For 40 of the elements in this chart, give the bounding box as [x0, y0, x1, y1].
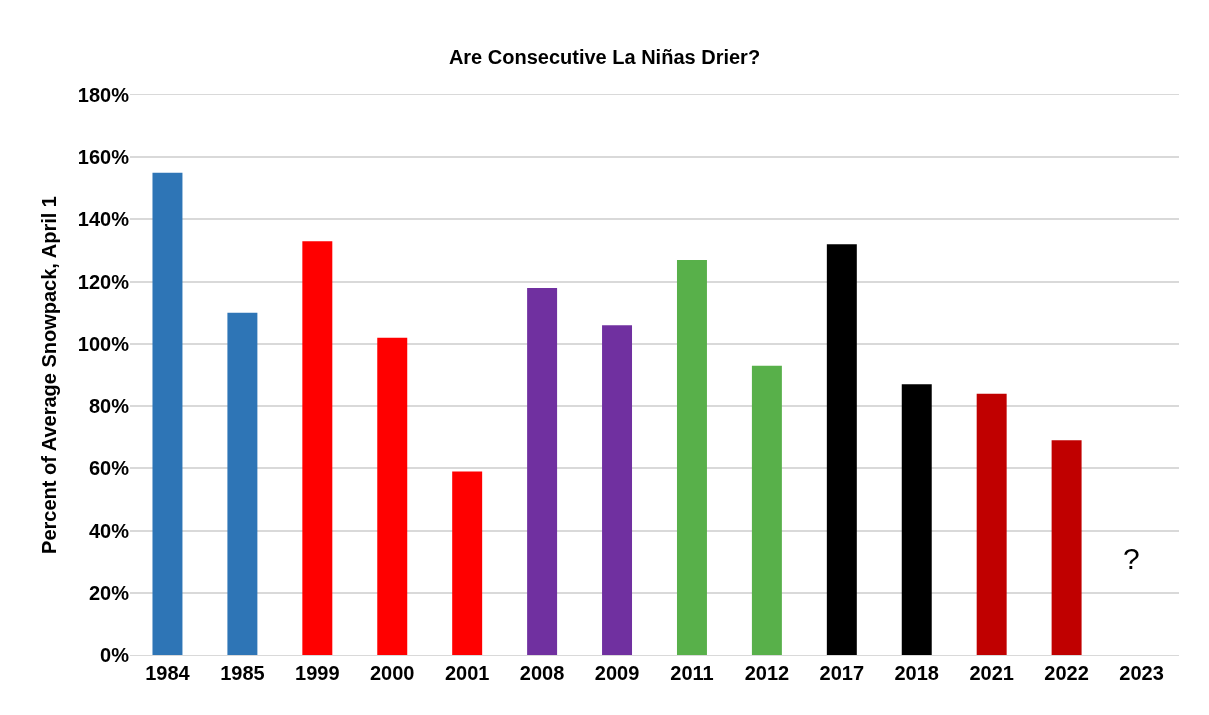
x-tick-label: 1984 — [145, 662, 191, 684]
annotation: ? — [1123, 542, 1140, 575]
bar — [826, 244, 857, 655]
y-tick-label: 100% — [77, 332, 130, 355]
x-tick-label: 2009 — [594, 662, 640, 684]
x-tick-label: 2008 — [519, 662, 565, 684]
x-tick-label: 2000 — [370, 662, 415, 684]
bar — [901, 384, 932, 655]
x-tick-label: 2018 — [894, 662, 939, 684]
bar — [602, 325, 633, 655]
bar — [976, 393, 1007, 655]
y-tick-label: 60% — [88, 457, 130, 480]
x-tick-label: 2001 — [444, 662, 490, 684]
bar — [452, 471, 483, 655]
y-tick-label: 40% — [88, 519, 130, 542]
bar — [377, 337, 408, 655]
bar — [676, 259, 707, 655]
x-tick-label: 2022 — [1044, 662, 1089, 684]
x-tick-label: 1999 — [295, 662, 340, 684]
x-tick-label: 2021 — [969, 662, 1014, 684]
x-tick-label: 2017 — [819, 662, 865, 684]
y-tick-label: 20% — [88, 581, 130, 604]
bar — [751, 365, 782, 655]
x-tick-label: 1985 — [220, 662, 265, 684]
chart-title: Are Consecutive La Niñas Drier? — [448, 46, 761, 69]
bar — [227, 312, 258, 655]
x-tick-label: 2012 — [744, 662, 790, 684]
y-tick-label: 80% — [88, 395, 130, 418]
bar — [302, 241, 333, 655]
y-tick-label: 0% — [100, 644, 130, 666]
y-tick-label: 180% — [77, 84, 130, 106]
y-tick-label: 160% — [77, 146, 130, 169]
bar — [1051, 440, 1082, 655]
x-tick-label: 2011 — [670, 662, 714, 684]
bar — [152, 172, 183, 655]
y-tick-label: 140% — [77, 208, 130, 231]
x-tick-label: 2023 — [1119, 662, 1164, 684]
y-tick-label: 120% — [77, 270, 130, 293]
bar — [527, 287, 558, 655]
y-axis-title: Percent of Average Snowpack, April 1 — [38, 196, 61, 554]
